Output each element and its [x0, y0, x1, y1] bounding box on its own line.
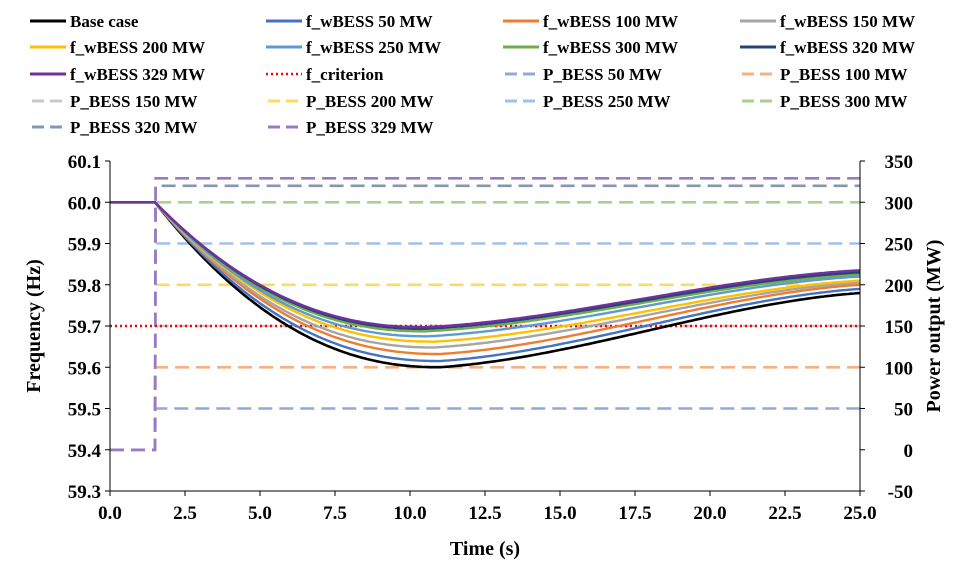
legend-item-f-wbess-320-mw: f_wBESS 320 MW — [740, 38, 915, 57]
series-f-wbess-50-mw — [110, 201, 861, 363]
y-tick-label: 60.0 — [68, 193, 101, 214]
legend-item-p-bess-329-mw: P_BESS 329 MW — [268, 118, 434, 137]
tick-labels: 0.0 2.5 5.0 7.5 10.0 12.5 15.0 17.5 20.0 22.5 25.0… — [68, 152, 913, 524]
legend-item-f-criterion: f_criterion — [266, 65, 384, 84]
legend-label: f_wBESS 300 MW — [543, 38, 678, 57]
legend-item-base-case: Base case — [30, 12, 139, 31]
legend-label: P_BESS 320 MW — [70, 118, 198, 137]
x-tick-label: 0.0 — [98, 503, 122, 524]
x-tick-label: 2.5 — [173, 503, 197, 524]
x-tick-label: 22.5 — [768, 503, 801, 524]
legend-label: f_wBESS 250 MW — [306, 38, 441, 57]
y2-axis-title: Power output (MW) — [923, 240, 945, 413]
y-tick-label: 59.8 — [68, 276, 101, 297]
y2-tick-label: 300 — [885, 193, 914, 214]
y2-tick-label: 250 — [885, 235, 914, 256]
legend-item-p-bess-250-mw: P_BESS 250 MW — [505, 92, 671, 111]
series-f-wbess-100-mw — [110, 201, 861, 356]
legend-item-p-bess-200-mw: P_BESS 200 MW — [268, 92, 434, 111]
legend-label: f_wBESS 329 MW — [70, 65, 205, 84]
x-tick-label: 15.0 — [543, 503, 576, 524]
y-tick-label: 59.4 — [68, 441, 102, 462]
legend-label: P_BESS 150 MW — [70, 92, 198, 111]
axes — [105, 160, 865, 496]
legend-label: P_BESS 50 MW — [543, 65, 662, 84]
y-tick-label: 59.5 — [68, 400, 101, 421]
legend-label: P_BESS 100 MW — [780, 65, 908, 84]
x-axis-title: Time (s) — [450, 538, 520, 560]
legend-label: f_wBESS 50 MW — [306, 12, 433, 31]
series-f-wbess-329-mw — [110, 201, 861, 329]
y2-tick-label: 0 — [904, 441, 914, 462]
legend-item-f-wbess-200-mw: f_wBESS 200 MW — [30, 38, 205, 57]
legend-label: f_criterion — [306, 65, 384, 84]
series-base-case — [110, 201, 861, 369]
y-tick-label: 60.1 — [68, 152, 101, 173]
legend-label: Base case — [70, 12, 139, 31]
legend-item-f-wbess-329-mw: f_wBESS 329 MW — [30, 65, 205, 84]
legend-label: f_wBESS 100 MW — [543, 12, 678, 31]
x-tick-label: 10.0 — [393, 503, 426, 524]
y2-tick-label: 50 — [894, 400, 913, 421]
x-tick-label: 25.0 — [843, 503, 876, 524]
legend-item-p-bess-320-mw: P_BESS 320 MW — [32, 118, 198, 137]
power-series-group — [110, 177, 860, 452]
legend-label: f_wBESS 150 MW — [780, 12, 915, 31]
y2-tick-label: 100 — [885, 358, 914, 379]
x-tick-label: 7.5 — [323, 503, 347, 524]
y-tick-label: 59.3 — [68, 482, 101, 503]
series-p-bess-320-mw — [110, 184, 860, 452]
series-p-bess-50-mw — [110, 407, 860, 452]
legend-item-p-bess-150-mw: P_BESS 150 MW — [32, 92, 198, 111]
y-tick-label: 59.9 — [68, 235, 101, 256]
x-tick-label: 12.5 — [468, 503, 501, 524]
legend-item-f-wbess-50-mw: f_wBESS 50 MW — [266, 12, 433, 31]
frequency-series-group — [110, 201, 861, 369]
y2-tick-label: 200 — [885, 276, 914, 297]
legend-label: P_BESS 250 MW — [543, 92, 671, 111]
legend-label: P_BESS 329 MW — [306, 118, 434, 137]
legend-item-p-bess-100-mw: P_BESS 100 MW — [742, 65, 908, 84]
x-tick-label: 5.0 — [248, 503, 272, 524]
legend-label: f_wBESS 200 MW — [70, 38, 205, 57]
legend-label: f_wBESS 320 MW — [780, 38, 915, 57]
y2-tick-label: 350 — [885, 152, 914, 173]
legend-label: P_BESS 300 MW — [780, 92, 908, 111]
legend-item-f-wbess-250-mw: f_wBESS 250 MW — [266, 38, 441, 57]
legend-item-f-wbess-100-mw: f_wBESS 100 MW — [503, 12, 678, 31]
x-tick-label: 17.5 — [618, 503, 651, 524]
legend-item-f-wbess-150-mw: f_wBESS 150 MW — [740, 12, 915, 31]
series-f-wbess-250-mw — [110, 201, 861, 338]
x-tick-label: 20.0 — [693, 503, 726, 524]
y-tick-label: 59.6 — [68, 358, 101, 379]
legend-item-p-bess-50-mw: P_BESS 50 MW — [505, 65, 662, 84]
legend-item-p-bess-300-mw: P_BESS 300 MW — [742, 92, 908, 111]
legend-label: P_BESS 200 MW — [306, 92, 434, 111]
y-axis-title: Frequency (Hz) — [23, 259, 45, 393]
legend: Base case f_wBESS 50 MW f_wBESS 100 MW f_wB… — [30, 12, 915, 137]
series-f-wbess-200-mw — [110, 201, 861, 343]
series-f-wbess-150-mw — [110, 201, 861, 349]
series-p-bess-329-mw — [110, 177, 860, 452]
series-p-bess-150-mw — [110, 324, 860, 452]
y-tick-label: 59.7 — [68, 317, 102, 338]
legend-item-f-wbess-300-mw: f_wBESS 300 MW — [503, 38, 678, 57]
y2-tick-label: -50 — [888, 482, 913, 503]
y2-tick-label: 150 — [885, 317, 914, 338]
